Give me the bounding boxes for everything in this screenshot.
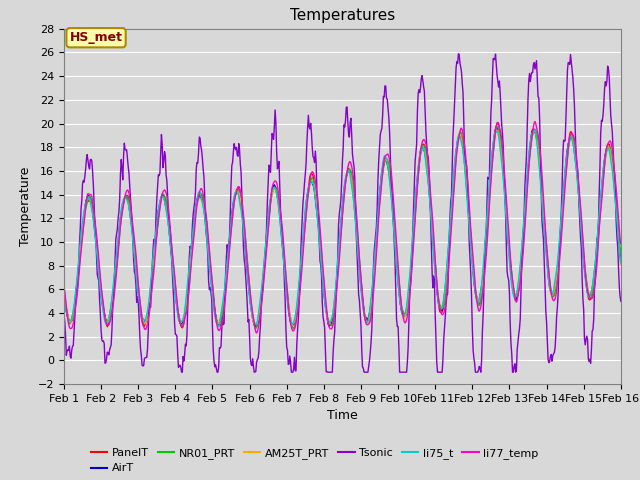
Tsonic xyxy=(335,222,342,228)
Tsonic xyxy=(568,60,575,65)
Legend: PanelT, AirT, NR01_PRT, AM25T_PRT, Tsonic, li75_t, li77_temp: PanelT, AirT, NR01_PRT, AM25T_PRT, Tsoni… xyxy=(86,444,543,478)
li75_t xyxy=(444,254,451,260)
NR01_PRT xyxy=(182,304,190,310)
AM25T_PRT xyxy=(492,127,500,133)
Tsonic xyxy=(183,332,191,338)
Text: HS_met: HS_met xyxy=(70,31,123,44)
NR01_PRT xyxy=(389,194,397,200)
AM25T_PRT xyxy=(60,295,68,300)
NR01_PRT xyxy=(494,124,502,130)
Line: AM25T_PRT: AM25T_PRT xyxy=(64,130,621,325)
AM25T_PRT xyxy=(288,323,296,328)
AirT xyxy=(335,252,342,258)
Line: li75_t: li75_t xyxy=(64,130,621,327)
li75_t xyxy=(531,127,538,132)
li77_temp xyxy=(253,330,260,336)
PanelT xyxy=(183,297,191,303)
Y-axis label: Temperature: Temperature xyxy=(19,167,32,246)
PanelT xyxy=(444,261,451,267)
li77_temp xyxy=(335,266,342,272)
li75_t xyxy=(182,294,190,300)
PanelT xyxy=(60,292,68,298)
AM25T_PRT xyxy=(617,262,625,268)
AM25T_PRT xyxy=(568,133,575,139)
li77_temp xyxy=(531,119,539,124)
li75_t xyxy=(60,300,68,306)
PanelT xyxy=(617,257,625,263)
Line: Tsonic: Tsonic xyxy=(64,54,621,372)
Tsonic xyxy=(60,312,68,317)
Tsonic xyxy=(389,197,397,203)
PanelT xyxy=(494,120,502,125)
AirT xyxy=(325,323,333,329)
NR01_PRT xyxy=(60,290,68,296)
li75_t xyxy=(206,272,214,278)
Tsonic xyxy=(444,291,451,297)
Line: AirT: AirT xyxy=(64,128,621,326)
li75_t xyxy=(215,324,223,330)
AM25T_PRT xyxy=(206,268,214,274)
NR01_PRT xyxy=(335,261,342,266)
PanelT xyxy=(568,129,575,135)
li75_t xyxy=(335,247,342,253)
Line: NR01_PRT: NR01_PRT xyxy=(64,127,621,328)
PanelT xyxy=(179,325,186,331)
Tsonic xyxy=(207,289,215,295)
Line: li77_temp: li77_temp xyxy=(64,121,621,333)
AirT xyxy=(568,133,575,139)
AirT xyxy=(182,302,190,308)
AirT xyxy=(206,265,214,271)
li77_temp xyxy=(389,186,397,192)
NR01_PRT xyxy=(444,268,451,274)
AM25T_PRT xyxy=(444,260,451,265)
Tsonic xyxy=(454,51,462,57)
AM25T_PRT xyxy=(389,207,397,213)
AirT xyxy=(389,209,397,215)
PanelT xyxy=(207,274,215,280)
AM25T_PRT xyxy=(335,252,342,257)
Tsonic xyxy=(617,299,625,304)
Tsonic xyxy=(178,369,186,375)
Line: PanelT: PanelT xyxy=(64,122,621,328)
AirT xyxy=(492,125,500,131)
AirT xyxy=(60,292,68,298)
NR01_PRT xyxy=(617,250,625,256)
PanelT xyxy=(335,255,342,261)
li75_t xyxy=(389,212,397,218)
li77_temp xyxy=(444,279,451,285)
AirT xyxy=(617,258,625,264)
li77_temp xyxy=(60,284,68,289)
li77_temp xyxy=(617,241,625,247)
li75_t xyxy=(568,134,575,140)
NR01_PRT xyxy=(206,259,214,264)
X-axis label: Time: Time xyxy=(327,409,358,422)
li75_t xyxy=(617,260,625,266)
li77_temp xyxy=(182,311,190,316)
NR01_PRT xyxy=(290,325,298,331)
NR01_PRT xyxy=(568,133,575,139)
Title: Temperatures: Temperatures xyxy=(290,9,395,24)
li77_temp xyxy=(568,131,575,136)
AM25T_PRT xyxy=(182,299,190,305)
li77_temp xyxy=(206,256,214,262)
AirT xyxy=(444,258,451,264)
PanelT xyxy=(389,197,397,203)
